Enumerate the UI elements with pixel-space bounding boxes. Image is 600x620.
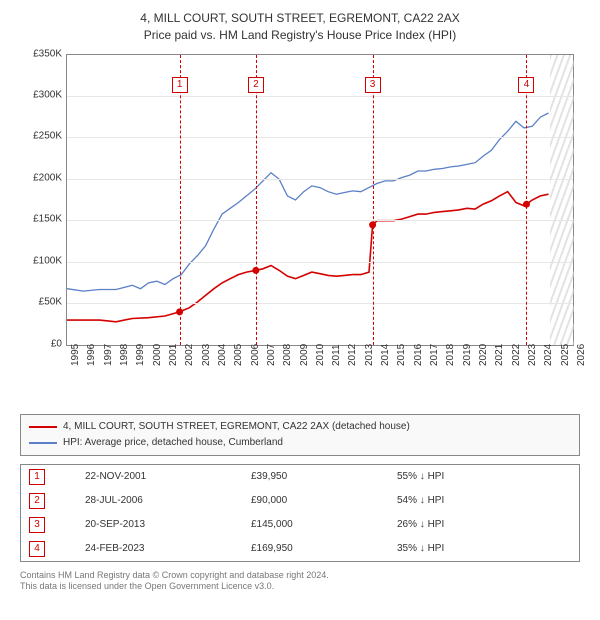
x-axis-label: 2002	[184, 343, 195, 365]
x-axis-label: 2017	[429, 343, 440, 365]
event-line	[373, 55, 374, 345]
x-axis-label: 2022	[511, 343, 522, 365]
table-date: 28-JUL-2006	[77, 489, 243, 513]
x-axis-label: 2001	[168, 343, 179, 365]
title-block: 4, MILL COURT, SOUTH STREET, EGREMONT, C…	[10, 10, 590, 44]
table-price: £145,000	[243, 513, 389, 537]
footer-line-2: This data is licensed under the Open Gov…	[20, 581, 580, 593]
x-axis-label: 2009	[299, 343, 310, 365]
x-axis-label: 1999	[135, 343, 146, 365]
x-axis-label: 2016	[413, 343, 424, 365]
x-axis-label: 1997	[103, 343, 114, 365]
table-row: 1 22-NOV-2001£39,95055% ↓ HPI	[21, 464, 580, 489]
x-axis-label: 1995	[70, 343, 81, 365]
table-badge: 2	[29, 493, 45, 509]
x-axis-label: 2007	[266, 343, 277, 365]
table-pct: 55% ↓ HPI	[389, 464, 580, 489]
table-row: 4 24-FEB-2023£169,95035% ↓ HPI	[21, 537, 580, 562]
x-axis-label: 2005	[233, 343, 244, 365]
legend-swatch-hpi	[29, 442, 57, 444]
event-line	[180, 55, 181, 345]
y-axis-label: £200K	[20, 172, 62, 183]
table-date: 24-FEB-2023	[77, 537, 243, 562]
table-date: 22-NOV-2001	[77, 464, 243, 489]
event-line	[256, 55, 257, 345]
x-axis-label: 2006	[250, 343, 261, 365]
event-line	[526, 55, 527, 345]
x-axis-label: 2003	[201, 343, 212, 365]
x-axis-label: 2004	[217, 343, 228, 365]
table-pct: 54% ↓ HPI	[389, 489, 580, 513]
title-line-1: 4, MILL COURT, SOUTH STREET, EGREMONT, C…	[10, 10, 590, 27]
x-axis-label: 2024	[543, 343, 554, 365]
y-axis-label: £100K	[20, 255, 62, 266]
x-axis-label: 2025	[560, 343, 571, 365]
y-axis-label: £250K	[20, 131, 62, 142]
legend: 4, MILL COURT, SOUTH STREET, EGREMONT, C…	[20, 414, 580, 456]
table-row: 3 20-SEP-2013£145,00026% ↓ HPI	[21, 513, 580, 537]
table-badge: 3	[29, 517, 45, 533]
y-axis-label: £50K	[20, 297, 62, 308]
table-badge: 4	[29, 541, 45, 557]
title-line-2: Price paid vs. HM Land Registry's House …	[10, 27, 590, 44]
table-price: £169,950	[243, 537, 389, 562]
x-axis-label: 2008	[282, 343, 293, 365]
y-axis-label: £300K	[20, 90, 62, 101]
x-axis-label: 2014	[380, 343, 391, 365]
event-badge: 1	[172, 77, 188, 93]
event-badge: 3	[365, 77, 381, 93]
x-axis-label: 2020	[478, 343, 489, 365]
x-axis-label: 2021	[494, 343, 505, 365]
plot-area: 1995199619971998199920002001200220032004…	[66, 54, 574, 346]
event-table: 1 22-NOV-2001£39,95055% ↓ HPI 2 28-JUL-2006…	[20, 464, 580, 562]
x-axis-label: 2023	[527, 343, 538, 365]
table-price: £39,950	[243, 464, 389, 489]
table-badge: 1	[29, 469, 45, 485]
footer-line-1: Contains HM Land Registry data © Crown c…	[20, 570, 580, 582]
chart-lines	[67, 55, 573, 345]
event-badge: 4	[518, 77, 534, 93]
y-axis-label: £350K	[20, 48, 62, 59]
event-badge: 2	[248, 77, 264, 93]
legend-label-hpi: HPI: Average price, detached house, Cumb…	[63, 437, 283, 448]
y-axis-label: £0	[20, 338, 62, 349]
x-axis-label: 2018	[445, 343, 456, 365]
legend-row-price: 4, MILL COURT, SOUTH STREET, EGREMONT, C…	[29, 419, 571, 435]
y-axis-label: £150K	[20, 214, 62, 225]
table-price: £90,000	[243, 489, 389, 513]
x-axis-label: 2013	[364, 343, 375, 365]
x-axis-label: 1998	[119, 343, 130, 365]
x-axis-label: 2010	[315, 343, 326, 365]
legend-row-hpi: HPI: Average price, detached house, Cumb…	[29, 435, 571, 451]
x-axis-label: 2026	[576, 343, 587, 365]
table-date: 20-SEP-2013	[77, 513, 243, 537]
chart: 1995 1996 1997 1998 1999 2000 2001 2002 2003 2004…	[20, 50, 580, 380]
x-axis-label: 2012	[347, 343, 358, 365]
legend-label-price: 4, MILL COURT, SOUTH STREET, EGREMONT, C…	[63, 421, 410, 432]
table-pct: 26% ↓ HPI	[389, 513, 580, 537]
table-row: 2 28-JUL-2006£90,00054% ↓ HPI	[21, 489, 580, 513]
x-axis-label: 2000	[152, 343, 163, 365]
x-axis-label: 1996	[86, 343, 97, 365]
x-axis-label: 2011	[331, 344, 342, 366]
x-axis-label: 2015	[396, 343, 407, 365]
table-pct: 35% ↓ HPI	[389, 537, 580, 562]
x-axis-label: 2019	[462, 343, 473, 365]
legend-swatch-price	[29, 426, 57, 428]
footer: Contains HM Land Registry data © Crown c…	[20, 570, 580, 593]
